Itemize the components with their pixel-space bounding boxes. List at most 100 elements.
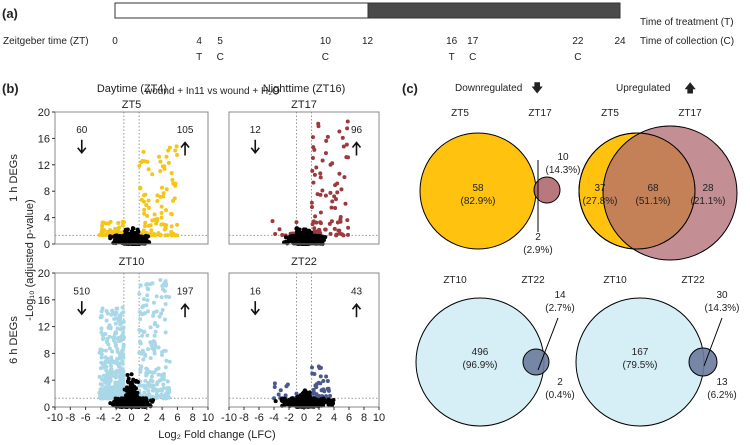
ns-point xyxy=(317,233,322,238)
up-count: 43 xyxy=(351,286,363,297)
down-point xyxy=(114,316,119,321)
up-point xyxy=(154,395,159,400)
down-point xyxy=(99,355,104,360)
dark-period-bar xyxy=(367,2,621,19)
down-point xyxy=(119,326,124,331)
ns-point xyxy=(136,380,141,385)
ns-point xyxy=(148,398,153,403)
down-point xyxy=(106,370,111,375)
set-b-circle xyxy=(688,347,718,377)
up-point xyxy=(318,210,323,215)
col-title-nighttime: Nighttime (ZT16) xyxy=(263,83,346,95)
ns-point xyxy=(129,372,134,377)
set-a-label: ZT5 xyxy=(451,108,469,119)
down-point xyxy=(278,388,283,393)
only-b-percent: (21.1%) xyxy=(690,196,725,207)
up-point xyxy=(173,148,178,153)
up-point xyxy=(327,221,332,226)
x-tick-label: -8 xyxy=(239,412,249,424)
up-point xyxy=(339,187,344,192)
only-a-count: 37 xyxy=(594,183,606,194)
up-point xyxy=(159,373,164,378)
up-point xyxy=(163,365,168,370)
zt-tick-label: 10 xyxy=(320,36,332,47)
up-point xyxy=(146,388,151,393)
zt-tick-label: 0 xyxy=(112,36,118,47)
up-point xyxy=(335,181,340,186)
down-point xyxy=(101,220,106,225)
down-point xyxy=(97,350,102,355)
up-point xyxy=(160,185,165,190)
ns-point xyxy=(295,394,300,399)
up-point xyxy=(148,356,153,361)
up-point xyxy=(143,378,148,383)
up-point xyxy=(169,229,174,234)
zt-tick-label: 4 xyxy=(196,36,202,47)
up-point xyxy=(163,330,168,335)
ns-point xyxy=(148,404,153,409)
up-point xyxy=(145,298,150,303)
up-point xyxy=(159,211,164,216)
set-a-label: ZT10 xyxy=(603,275,627,286)
ns-point xyxy=(122,387,127,392)
only-b-count: 2 xyxy=(557,377,563,388)
y-axis-label: -Log₁₀ (adjusted p-value) xyxy=(24,199,36,320)
down-point xyxy=(119,334,124,339)
down-point xyxy=(121,310,126,315)
x-tick-label: 0 xyxy=(128,412,134,424)
up-point xyxy=(320,158,325,163)
plot-title: ZT5 xyxy=(122,99,142,111)
up-point xyxy=(144,370,149,375)
down-point xyxy=(113,331,118,336)
x-tick-label: -10 xyxy=(221,412,237,424)
down-point xyxy=(103,355,108,360)
up-point xyxy=(328,231,333,236)
y-tick-label: 16 xyxy=(38,295,50,307)
legend-collection: Time of collection (C) xyxy=(640,36,734,47)
ns-point xyxy=(292,234,297,239)
ns-point xyxy=(317,403,322,408)
x-tick-label: -4 xyxy=(269,412,279,424)
up-point xyxy=(322,389,327,394)
up-point xyxy=(318,220,323,225)
down-point xyxy=(116,392,121,397)
up-point xyxy=(151,310,156,315)
up-point xyxy=(167,294,172,299)
down-point xyxy=(114,382,119,387)
down-point xyxy=(115,326,120,331)
up-point xyxy=(141,357,146,362)
ns-point xyxy=(126,380,131,385)
up-point xyxy=(144,393,149,398)
ns-point xyxy=(279,397,284,402)
ns-point xyxy=(316,398,321,403)
down-point xyxy=(116,220,121,225)
x-tick-label: 10 xyxy=(202,412,214,424)
up-point xyxy=(155,324,160,329)
up-point xyxy=(345,126,350,131)
volcano-zt17: ZT17 12 96 xyxy=(228,99,380,246)
only-a-percent: (79.5%) xyxy=(622,360,657,371)
down-point xyxy=(119,338,124,343)
down-point xyxy=(120,359,125,364)
ns-point xyxy=(111,234,116,239)
x-tick-label: 6 xyxy=(174,412,180,424)
y-tick-label: 0 xyxy=(44,402,50,414)
down-point xyxy=(99,309,104,314)
up-point xyxy=(318,374,323,379)
ns-point xyxy=(126,236,131,241)
ns-point xyxy=(144,398,149,403)
up-point xyxy=(158,194,163,199)
only-b-percent: (0.4%) xyxy=(545,390,574,401)
down-point xyxy=(98,315,103,320)
ns-point xyxy=(147,240,152,245)
set-a-label: ZT10 xyxy=(443,275,467,286)
down-point xyxy=(106,376,111,381)
x-tick-label: -2 xyxy=(284,412,294,424)
ns-point xyxy=(307,393,312,398)
ns-point xyxy=(128,384,133,389)
down-point xyxy=(104,221,109,226)
up-point xyxy=(326,388,331,393)
x-axis-label: Log₂ Fold change (LFC) xyxy=(158,429,275,441)
y-tick-label: 4 xyxy=(44,213,50,225)
up-point xyxy=(169,233,174,238)
